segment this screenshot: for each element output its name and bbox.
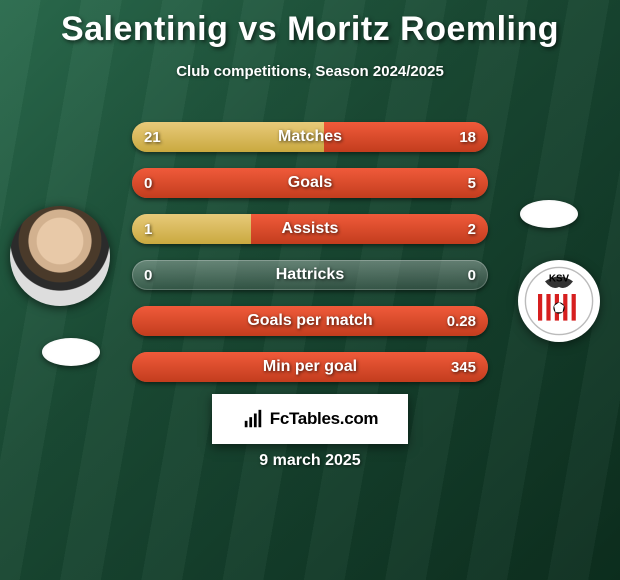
stat-row: Min per goal345 bbox=[132, 352, 488, 382]
stat-right-value: 18 bbox=[459, 122, 476, 152]
stat-row: 0Hattricks0 bbox=[132, 260, 488, 290]
attribution-badge: FcTables.com bbox=[212, 394, 408, 444]
stat-right-value: 0 bbox=[468, 260, 476, 290]
ksv-badge-icon: KSV bbox=[524, 266, 594, 336]
stat-category: Goals bbox=[132, 168, 488, 198]
stat-row: 21Matches18 bbox=[132, 122, 488, 152]
stat-category: Goals per match bbox=[132, 306, 488, 336]
stat-category: Hattricks bbox=[132, 260, 488, 290]
stat-right-value: 2 bbox=[468, 214, 476, 244]
stat-category: Matches bbox=[132, 122, 488, 152]
player-right-club-badge: KSV bbox=[518, 260, 600, 342]
chart-icon bbox=[242, 408, 264, 430]
stat-row: Goals per match0.28 bbox=[132, 306, 488, 336]
stat-right-value: 0.28 bbox=[447, 306, 476, 336]
player-left-club-badge bbox=[42, 338, 100, 366]
stat-category: Min per goal bbox=[132, 352, 488, 382]
ksv-label: KSV bbox=[549, 273, 570, 284]
date-text: 9 march 2025 bbox=[0, 452, 620, 470]
player-left-avatar bbox=[10, 206, 110, 306]
attribution-text: FcTables.com bbox=[270, 409, 379, 429]
stat-row: 1Assists2 bbox=[132, 214, 488, 244]
player-right-flag bbox=[520, 200, 578, 228]
stat-right-value: 5 bbox=[468, 168, 476, 198]
page-title: Salentinig vs Moritz Roemling bbox=[0, 0, 620, 49]
stat-category: Assists bbox=[132, 214, 488, 244]
subtitle: Club competitions, Season 2024/2025 bbox=[0, 63, 620, 80]
stats-container: 21Matches180Goals51Assists20Hattricks0Go… bbox=[132, 122, 488, 398]
stat-right-value: 345 bbox=[451, 352, 476, 382]
stat-row: 0Goals5 bbox=[132, 168, 488, 198]
